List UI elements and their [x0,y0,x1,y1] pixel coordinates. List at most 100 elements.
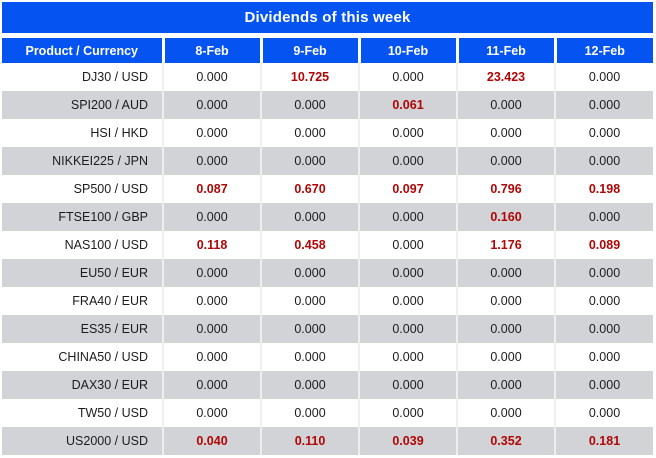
dividend-value-cell: 0.000 [358,259,457,287]
product-currency-cell: EU50 / EUR [79,266,148,280]
dividend-value-cell: 0.000 [456,91,555,119]
dividend-value-cell: 0.000 [162,259,261,287]
column-header-12-feb: 12-Feb [553,38,653,63]
product-currency-cell: US2000 / USD [66,434,148,448]
dividend-value-cell: 0.000 [358,343,457,371]
dividend-value-cell: 0.458 [260,231,359,259]
header-row: Product / Currency 8-Feb 9-Feb 10-Feb 11… [2,38,653,63]
column-header-10-feb: 10-Feb [357,38,457,63]
dividend-value-cell: 0.000 [358,63,457,91]
table-row: DAX30 / EUR 0.000 0.000 0.000 0.000 0.000 [2,371,653,399]
dividend-value-cell: 0.000 [260,91,359,119]
dividend-value-cell: 0.118 [162,231,261,259]
product-currency-cell: NAS100 / USD [64,238,148,252]
dividend-value-cell: 0.198 [554,175,653,203]
dividend-value-cell: 0.352 [456,427,555,455]
column-header-9-feb: 9-Feb [259,38,359,63]
dividend-value-cell: 10.725 [260,63,359,91]
dividend-value-cell: 0.040 [162,427,261,455]
dividend-value-cell: 0.000 [456,119,555,147]
dividend-value-cell: 0.000 [554,63,653,91]
dividend-value-cell: 0.000 [554,315,653,343]
dividend-value-cell: 0.000 [456,371,555,399]
dividend-value-cell: 0.000 [358,371,457,399]
dividend-value-cell: 0.000 [554,147,653,175]
dividend-value-cell: 1.176 [456,231,555,259]
dividend-value-cell: 0.000 [162,371,261,399]
product-currency-cell: NIKKEI225 / JPN [52,154,148,168]
dividend-value-cell: 0.000 [456,287,555,315]
dividend-value-cell: 0.000 [456,259,555,287]
dividend-value-cell: 0.000 [554,259,653,287]
dividend-value-cell: 0.000 [456,147,555,175]
table-row: SP500 / USD 0.087 0.670 0.097 0.796 0.198 [2,175,653,203]
dividend-value-cell: 0.000 [358,315,457,343]
dividend-value-cell: 0.000 [456,343,555,371]
dividend-value-cell: 0.000 [260,343,359,371]
dividend-value-cell: 0.000 [554,371,653,399]
dividend-value-cell: 0.000 [358,399,457,427]
dividend-value-cell: 0.000 [260,203,359,231]
dividend-value-cell: 0.087 [162,175,261,203]
dividend-value-cell: 0.000 [260,399,359,427]
dividend-value-cell: 0.000 [358,231,457,259]
dividend-value-cell: 0.000 [162,343,261,371]
dividend-value-cell: 0.000 [260,371,359,399]
product-currency-cell: TW50 / USD [77,406,148,420]
dividend-value-cell: 0.000 [162,287,261,315]
dividend-value-cell: 0.000 [554,287,653,315]
product-currency-cell: DAX30 / EUR [71,378,148,392]
dividend-value-cell: 0.000 [162,119,261,147]
table-row: NIKKEI225 / JPN 0.000 0.000 0.000 0.000 0.000 [2,147,653,175]
dividend-value-cell: 0.000 [162,147,261,175]
dividend-value-cell: 23.423 [456,63,555,91]
dividend-value-cell: 0.670 [260,175,359,203]
dividend-value-cell: 0.000 [260,259,359,287]
table-row: NAS100 / USD 0.118 0.458 0.000 1.176 0.089 [2,231,653,259]
dividend-value-cell: 0.000 [358,147,457,175]
table-row: EU50 / EUR 0.000 0.000 0.000 0.000 0.000 [2,259,653,287]
column-header-8-feb: 8-Feb [161,38,261,63]
table-row: DJ30 / USD 0.000 10.725 0.000 23.423 0.000 [2,63,653,91]
dividend-value-cell: 0.000 [358,119,457,147]
dividend-value-cell: 0.089 [554,231,653,259]
table-row: HSI / HKD 0.000 0.000 0.000 0.000 0.000 [2,119,653,147]
product-currency-cell: FTSE100 / GBP [58,210,148,224]
table-row: TW50 / USD 0.000 0.000 0.000 0.000 0.000 [2,399,653,427]
dividend-value-cell: 0.000 [554,119,653,147]
dividend-value-cell: 0.110 [260,427,359,455]
page-title: Dividends of this week [2,2,653,33]
dividend-value-cell: 0.000 [554,91,653,119]
table-row: FTSE100 / GBP 0.000 0.000 0.000 0.160 0.000 [2,203,653,231]
dividend-value-cell: 0.000 [554,203,653,231]
dividend-value-cell: 0.000 [162,63,261,91]
dividend-value-cell: 0.000 [358,287,457,315]
table-row: US2000 / USD 0.040 0.110 0.039 0.352 0.181 [2,427,653,455]
dividend-value-cell: 0.000 [162,315,261,343]
product-currency-cell: SPI200 / AUD [70,98,148,112]
product-currency-cell: SP500 / USD [73,182,148,196]
dividend-value-cell: 0.000 [260,287,359,315]
dividend-value-cell: 0.000 [162,203,261,231]
product-currency-cell: DJ30 / USD [82,70,148,84]
dividend-value-cell: 0.000 [162,91,261,119]
product-currency-cell: CHINA50 / USD [58,350,148,364]
dividend-value-cell: 0.000 [260,119,359,147]
dividend-value-cell: 0.097 [358,175,457,203]
product-currency-cell: HSI / HKD [90,126,148,140]
table-row: SPI200 / AUD 0.000 0.000 0.061 0.000 0.000 [2,91,653,119]
dividend-value-cell: 0.000 [456,315,555,343]
dividend-value-cell: 0.000 [456,399,555,427]
dividend-value-cell: 0.039 [358,427,457,455]
dividends-table: Product / Currency 8-Feb 9-Feb 10-Feb 11… [2,38,653,455]
dividend-value-cell: 0.061 [358,91,457,119]
table-row: ES35 / EUR 0.000 0.000 0.000 0.000 0.000 [2,315,653,343]
dividend-value-cell: 0.000 [260,315,359,343]
product-currency-cell: ES35 / EUR [80,322,148,336]
dividend-value-cell: 0.160 [456,203,555,231]
dividend-value-cell: 0.000 [554,343,653,371]
column-header-11-feb: 11-Feb [455,38,555,63]
dividend-value-cell: 0.000 [554,399,653,427]
dividend-value-cell: 0.000 [260,147,359,175]
